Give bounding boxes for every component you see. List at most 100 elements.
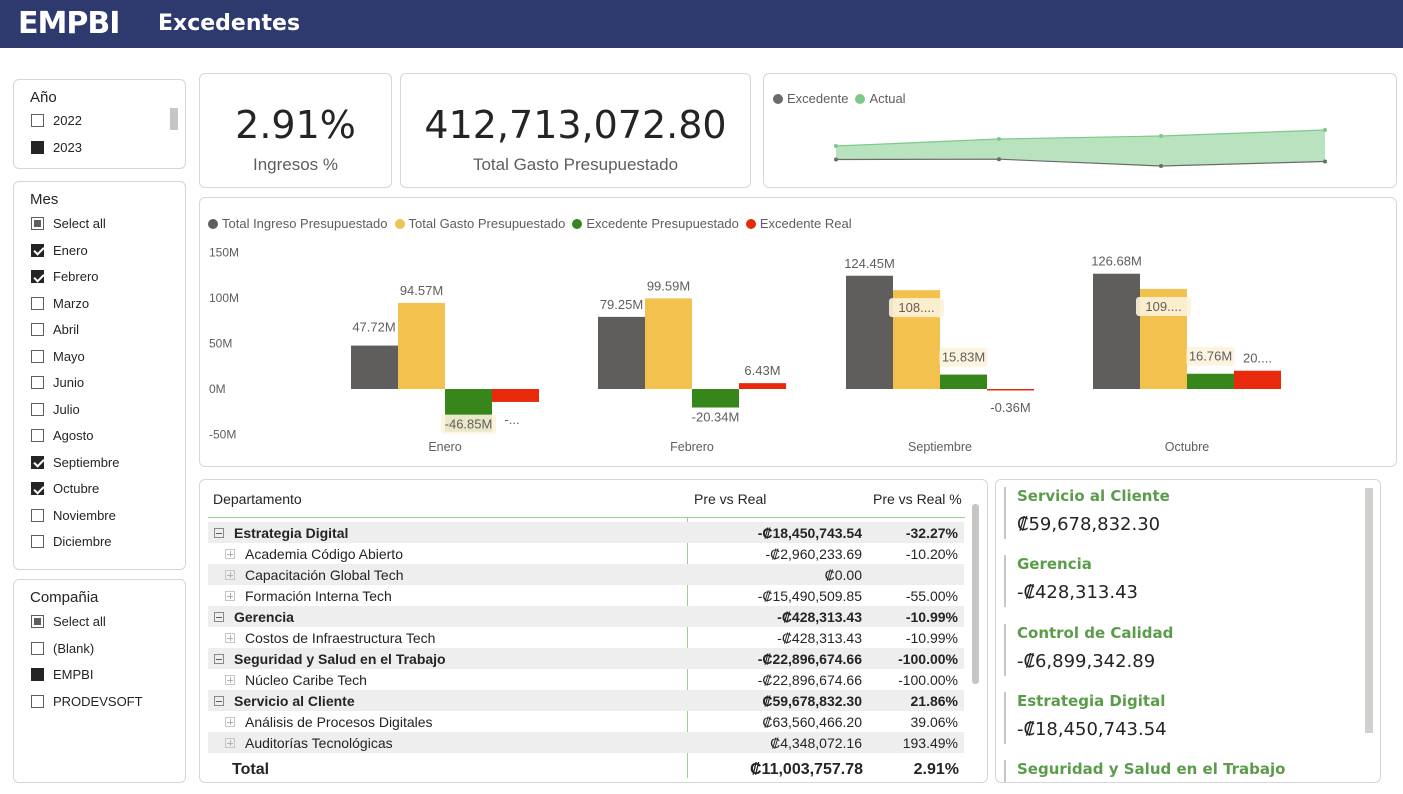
table-scrollbar[interactable] [972,504,979,684]
expand-icon[interactable] [225,716,235,727]
slicer-anio-item-2022[interactable]: 2022 [31,113,82,128]
legend-dot-icon [745,218,756,229]
expand-icon[interactable] [225,632,235,643]
slicer-item-label: EMPBI [53,667,94,682]
slicer-compania-item-prodevsoft[interactable]: PRODEVSOFT [31,694,143,709]
expand-icon[interactable] [225,590,235,601]
expand-icon[interactable] [225,569,235,580]
expand-icon[interactable] [225,737,235,748]
slicer-mes-item-mayo[interactable]: Mayo [31,349,85,364]
slicer-item-label: 2023 [53,140,82,155]
collapse-icon[interactable] [214,695,224,706]
slicer-item-label: Select all [53,614,106,629]
checkbox-icon[interactable] [31,668,44,681]
slicer-mes-item-abril[interactable]: Abril [31,322,79,337]
slicer-mes-item-febrero[interactable]: Febrero [31,269,99,284]
checkbox-icon[interactable] [31,217,44,230]
checkbox-icon[interactable] [31,455,44,469]
slicer-compania-item-select-all[interactable]: Select all [31,614,106,629]
checkbox-icon[interactable] [31,508,44,522]
checkbox-icon[interactable] [31,323,44,336]
slicer-anio-item-2023[interactable]: 2023 [31,140,82,155]
checkbox-icon[interactable] [31,349,44,363]
table-row[interactable]: Capacitación Global Tech ₡0.00 [208,564,964,585]
col-header-pre-vs-real-pct[interactable]: Pre vs Real % [873,491,962,507]
pre-vs-real-pct-value: 21.86% [910,692,958,709]
checkbox-icon[interactable] [31,296,44,310]
expand-icon[interactable] [225,548,235,559]
collapse-icon[interactable] [214,653,224,664]
table-row[interactable]: Seguridad y Salud en el Trabajo -₡22,896,… [208,648,964,669]
slicer-mes-item-junio[interactable]: Junio [31,375,84,390]
slicer-compania-item-blank[interactable]: (Blank) [31,641,94,656]
multirow-scrollbar[interactable] [1365,488,1373,733]
table-row[interactable]: Formación Interna Tech -₡15,490,509.85 -55… [208,585,964,606]
slicer-mes-item-agosto[interactable]: Agosto [31,428,93,443]
page-title: Excedentes [158,11,301,36]
checkbox-icon[interactable] [31,535,44,548]
table-row[interactable]: Academia Código Abierto -₡2,960,233.69 -10… [208,543,964,564]
expand-icon[interactable] [225,674,235,685]
checkbox-icon[interactable] [31,641,44,655]
pre-vs-real-pct-value: -55.00% [905,587,958,604]
checkbox-icon[interactable] [31,376,44,389]
slicer-mes-item-septiembre[interactable]: Septiembre [31,455,119,470]
slicer-mes-item-marzo[interactable]: Marzo [31,296,89,311]
data-label-total-ingreso-presupuestado-enero: 47.72M [352,320,395,335]
checkbox-icon[interactable] [31,402,44,416]
table-row[interactable]: Auditorías Tecnológicas ₡4,348,072.16 193.… [208,732,964,753]
pre-vs-real-value: ₡4,348,072.16 [770,734,862,751]
pre-vs-real-pct-value: 39.06% [910,713,958,730]
slicer-mes-item-julio[interactable]: Julio [31,402,80,417]
pre-vs-real-value: ₡63,560,466.20 [762,713,862,730]
checkbox-icon[interactable] [31,615,44,628]
legend-label: Total Ingreso Presupuestado [222,216,388,231]
checkbox-icon[interactable] [31,694,44,708]
bar-excedente-real-octubre [1234,370,1281,389]
legend-item-excedente-real[interactable]: Excedente Real [745,216,852,231]
legend-item-excedente[interactable]: Excedente [773,91,848,106]
collapse-icon[interactable] [214,611,224,622]
collapse-icon[interactable] [214,527,224,538]
slicer-item-label: Noviembre [53,507,116,523]
table-row[interactable]: Servicio al Cliente ₡59,678,832.30 21.86% [208,690,964,711]
legend-item-actual[interactable]: Actual [855,91,906,106]
table-row[interactable]: Núcleo Caribe Tech -₡22,896,674.66 -100.00… [208,669,964,690]
slicer-mes-item-enero[interactable]: Enero [31,243,88,258]
slicer-item-label: Agosto [53,428,94,443]
legend-item-total-ingreso-presupuestado[interactable]: Total Ingreso Presupuestado [208,216,388,231]
col-header-pre-vs-real[interactable]: Pre vs Real [694,491,767,507]
checkbox-icon[interactable] [31,429,44,442]
row-label: Formación Interna Tech [245,587,392,604]
multirow-item-gerencia: Gerencia -₡428,313.43 [1004,555,1364,607]
data-label-total-ingreso-presupuestado-febrero: 79.25M [600,297,643,312]
table-row[interactable]: Costos de Infraestructura Tech -₡428,313.… [208,627,964,648]
legend-item-total-gasto-presupuestado[interactable]: Total Gasto Presupuestado [394,216,565,231]
slicer-mes-item-noviembre[interactable]: Noviembre [31,508,116,523]
data-label-excedente-real-septiembre: -0.36M [990,400,1030,415]
checkbox-icon[interactable] [31,270,44,283]
bar-chart-card: Total Ingreso Presupuestado Total Gasto P… [199,197,1397,467]
slicer-mes-item-diciembre[interactable]: Diciembre [31,534,112,549]
y-tick-label: 50M [209,337,232,351]
slicer-mes-item-select-all[interactable]: Select all [31,216,106,231]
legend-item-excedente-presupuestado[interactable]: Excedente Presupuestado [572,216,739,231]
checkbox-icon[interactable] [31,243,44,257]
slicer-compania-item-empbi[interactable]: EMPBI [31,667,93,682]
checkbox-icon[interactable] [31,141,44,154]
multirow-item-value: -₡18,450,743.54 [1017,719,1167,740]
bar-chart: 150M 100M 50M 0M -50M 47.72M 94.57M -46.85M -...… [209,246,1281,454]
slicer-mes-item-octubre[interactable]: Octubre [31,481,99,496]
checkbox-icon[interactable] [31,482,44,495]
x-tick-label-enero: Enero [428,440,461,454]
table-row[interactable]: Estrategia Digital -₡18,450,743.54 -32.27% [208,522,964,543]
table-row[interactable]: Gerencia -₡428,313.43 -10.99% [208,606,964,627]
checkbox-icon[interactable] [31,114,44,127]
table-row[interactable]: Análisis de Procesos Digitales ₡63,560,46… [208,711,964,732]
slicer-anio-scrollbar[interactable] [170,108,178,130]
legend-dot-icon [855,93,866,104]
row-label: Gerencia [234,608,294,625]
col-header-departamento[interactable]: Departamento [213,491,302,507]
point-excedente-septiembre [1159,164,1163,168]
kpi-gasto-label: Total Gasto Presupuestado [472,155,679,174]
